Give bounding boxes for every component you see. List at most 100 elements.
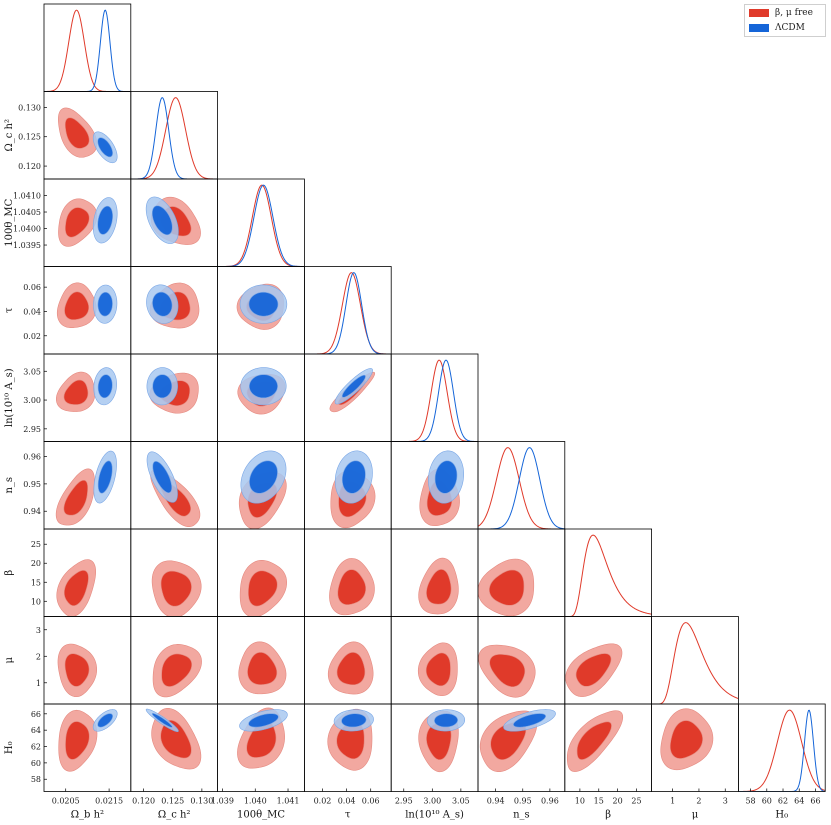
panel-beta-vs-och2: [130, 528, 219, 617]
y-tick-label-theta: 1.0400: [13, 225, 41, 234]
contour-68-lcdm-theta-obh2: [97, 205, 113, 235]
panel-H0-vs-beta: 10 15 20 25 β: [564, 703, 652, 821]
contour-68-beta-mu-free-logA-obh2: [63, 379, 89, 405]
x-tick-label-logA: 2.95: [395, 797, 413, 806]
legend-label-beta-mu: β, μ free: [775, 7, 813, 18]
marginal-logA-beta-mu-free: [391, 359, 479, 442]
panel-ns-vs-theta: [217, 441, 305, 530]
panel-tau-vs-theta: [217, 266, 305, 355]
marginal-tau-lcdm: [304, 272, 392, 354]
panel-frame: [43, 3, 132, 92]
contour-68-beta-mu-free-beta-logA: [426, 569, 452, 605]
y-tick-label-H0: 62: [31, 743, 41, 752]
panel-H0-vs-och2: 0.120 0.125 0.130 Ω_c h²: [130, 703, 219, 821]
y-tick-label-logA: 2.95: [23, 425, 41, 434]
contour-68-beta-mu-free-ns-obh2: [63, 479, 88, 516]
x-tick-label-tau: 0.06: [362, 797, 380, 806]
y-axis-label-theta: 100θ_MC: [4, 198, 15, 246]
x-axis-label-obh2: Ω_b h²: [71, 810, 104, 821]
y-tick-label-H0: 60: [31, 759, 41, 768]
contour-68-beta-mu-free-mu-beta: [575, 653, 612, 687]
contour-68-beta-mu-free-theta-obh2: [65, 207, 90, 238]
x-tick-label-beta: 15: [594, 797, 604, 806]
panel-frame: [217, 178, 305, 267]
panel-beta-vs-theta: [217, 528, 305, 617]
panel-theta-vs-och2: [130, 178, 219, 267]
contour-68-beta-mu-free-H0-och2: [160, 720, 192, 759]
contour-68-beta-mu-free-mu-theta: [247, 652, 278, 685]
x-axis-label-och2: Ω_c h²: [158, 810, 191, 821]
x-tick-label-H0: 58: [745, 797, 755, 806]
y-tick-label-ns: 0.95: [23, 480, 41, 489]
contour-68-lcdm-ns-och2: [152, 461, 173, 494]
contour-68-lcdm-theta-och2: [151, 205, 173, 236]
x-tick-label-mu: 1: [670, 797, 675, 806]
panel-H0-vs-logA: 2.95 3.00 3.05 ln(10¹⁰ A_s): [390, 703, 479, 821]
y-tick-label-ns: 0.96: [23, 453, 41, 462]
y-tick-label-tau: 0.06: [23, 283, 41, 292]
contour-68-beta-mu-free-beta-theta: [248, 570, 278, 607]
panel-logA-vs-och2: [130, 353, 219, 442]
panel-H0-vs-obh2: 0.0205 0.0215 Ω_b h² 58 60 62 64 66 H₀: [4, 703, 132, 821]
y-tick-label-tau: 0.02: [23, 332, 41, 341]
contour-68-lcdm-ns-obh2: [97, 460, 113, 494]
y-tick-label-mu: 1: [36, 679, 41, 688]
contour-68-lcdm-H0-tau: [341, 713, 367, 728]
panel-beta-vs-logA: [390, 528, 479, 617]
panel-tau-vs-och2: [130, 266, 219, 355]
panel-frame: [738, 703, 826, 792]
x-tick-label-H0: 62: [778, 797, 788, 806]
x-axis-label-ns: n_s: [513, 810, 530, 821]
x-axis-label-logA: ln(10¹⁰ A_s): [405, 810, 464, 821]
y-tick-label-och2: 0.130: [18, 103, 41, 112]
x-axis-label-tau: τ: [345, 810, 351, 821]
y-tick-label-beta: 10: [31, 597, 41, 606]
contour-68-lcdm-tau-och2: [152, 291, 173, 317]
y-axis-label-mu: μ: [4, 657, 15, 664]
legend-item-beta-mu: β, μ free: [745, 5, 825, 20]
contour-68-lcdm-tau-obh2: [97, 291, 113, 317]
y-tick-label-theta: 1.0410: [13, 192, 41, 201]
contour-68-beta-mu-free-mu-obh2: [64, 653, 90, 687]
contour-68-lcdm-H0-logA: [434, 713, 458, 728]
contour-68-lcdm-logA-tau: [341, 374, 366, 398]
panel-H0-vs-H0: 58 60 62 64 66 H₀: [738, 703, 826, 821]
contour-68-beta-mu-free-och2-obh2: [64, 117, 90, 149]
legend-item-lcdm: ΛCDM: [745, 20, 825, 35]
panel-mu-vs-obh2: 1 2 3 μ: [4, 616, 132, 705]
panel-beta-vs-ns: [477, 528, 566, 617]
x-axis-label-theta: 100θ_MC: [237, 810, 285, 821]
y-tick-label-mu: 3: [36, 626, 41, 635]
contour-68-beta-mu-free-mu-tau: [336, 652, 366, 686]
x-tick-label-mu: 3: [723, 797, 728, 806]
marginal-ns-beta-mu-free: [478, 447, 565, 529]
contour-68-lcdm-ns-theta: [249, 460, 278, 494]
x-axis-label-beta: β: [605, 810, 611, 821]
panel-mu-vs-beta: [564, 616, 652, 705]
marginal-H0-lcdm: [738, 709, 826, 792]
legend: β, μ free ΛCDM: [744, 4, 826, 37]
panel-mu-vs-mu: [651, 616, 739, 705]
contour-68-lcdm-logA-obh2: [97, 374, 113, 399]
y-axis-label-tau: τ: [4, 307, 15, 313]
y-tick-label-och2: 0.125: [18, 133, 41, 142]
x-tick-label-H0: 60: [762, 797, 772, 806]
x-tick-label-beta: 10: [575, 797, 585, 806]
y-tick-label-theta: 1.0405: [13, 208, 41, 217]
x-tick-label-och2: 0.130: [190, 797, 213, 806]
marginal-tau-beta-mu-free: [304, 272, 392, 354]
panel-H0-vs-mu: 1 2 3 μ: [651, 703, 739, 821]
legend-swatch-red: [749, 8, 769, 17]
contour-68-lcdm-ns-logA: [434, 460, 458, 494]
panel-ns-vs-logA: [390, 441, 479, 530]
y-tick-label-H0: 58: [31, 775, 41, 784]
panel-ns-vs-och2: [130, 441, 219, 530]
y-axis-label-H0: H₀: [4, 741, 15, 754]
y-tick-label-och2: 0.120: [18, 162, 41, 171]
y-tick-label-logA: 3.00: [23, 396, 41, 405]
panel-logA-vs-tau: [303, 353, 392, 442]
x-tick-label-theta: 1.041: [277, 797, 300, 806]
contour-68-lcdm-logA-och2: [152, 374, 173, 399]
